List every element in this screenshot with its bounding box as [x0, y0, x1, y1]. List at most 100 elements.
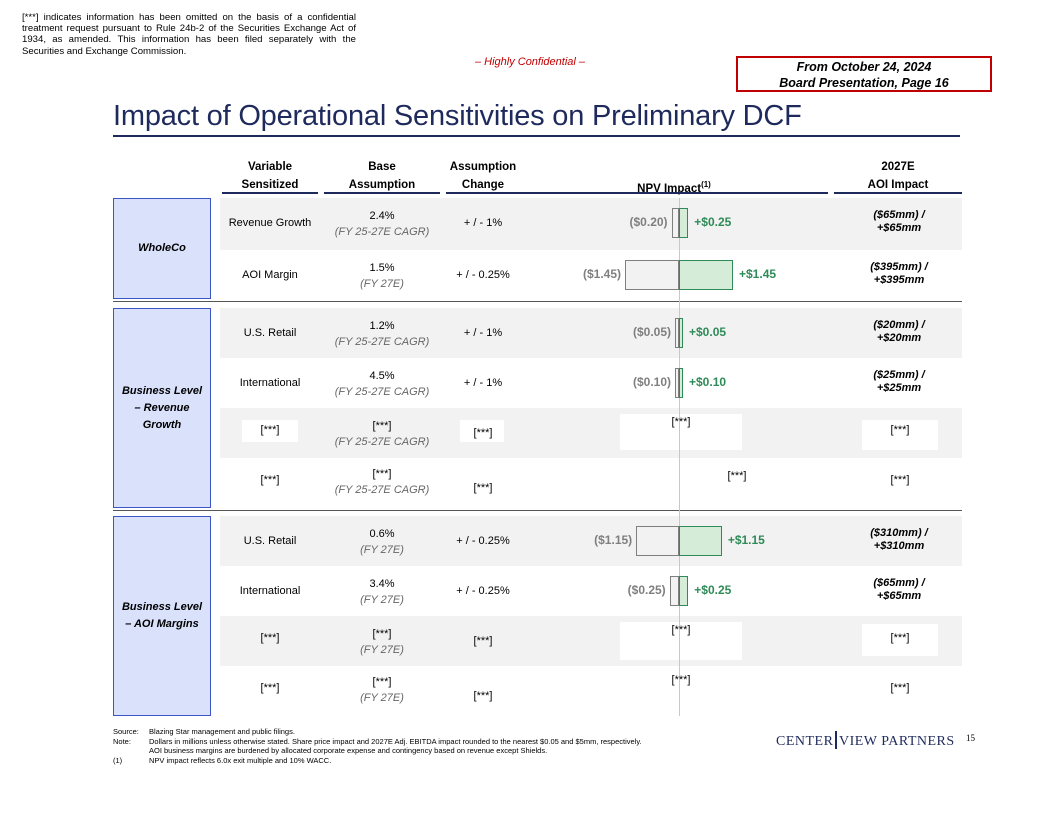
header-variable: Variable Sensitized [222, 158, 318, 194]
change-cell: + / - 0.25% [456, 585, 510, 597]
footnotes: Source: Blazing Star management and publi… [113, 727, 642, 765]
base-cell: 0.6% (FY 27E) [322, 526, 442, 558]
base-cell: 4.5% (FY 25-27E CAGR) [322, 368, 442, 400]
base-period: (FY 25-27E CAGR) [334, 484, 430, 496]
aoi-impact-cell: ($25mm) / +$25mm [838, 369, 960, 395]
header-change-line2: Change [461, 179, 505, 191]
npv-upside-label: +$0.25 [694, 583, 732, 597]
highly-confidential-label: – Highly Confidential – [474, 56, 586, 68]
row-shade [220, 308, 962, 358]
base-value: [***] [372, 420, 392, 432]
aoi-impact-cell: ($20mm) / +$20mm [838, 319, 960, 345]
base-cell: 3.4% (FY 27E) [322, 576, 442, 608]
footnote-text: NPV impact reflects 6.0x exit multiple a… [149, 755, 332, 765]
npv-downside-bar [675, 318, 679, 348]
header-base-line1: Base [368, 161, 396, 173]
header-rule-change [446, 192, 520, 194]
header-aoi-line1: 2027E [881, 161, 915, 173]
npv-upside-label: +$1.15 [727, 533, 765, 547]
base-period: (FY 27E) [360, 278, 404, 290]
change-cell: [***] [473, 427, 493, 439]
variable-cell: [***] [260, 424, 280, 436]
change-cell: + / - 0.25% [456, 535, 510, 547]
npv-downside-bar [636, 526, 679, 556]
npv-downside-label: ($0.25) [627, 583, 666, 597]
section-divider [113, 301, 962, 302]
variable-cell: Revenue Growth [228, 217, 312, 229]
aoi-upside: +$310mm [873, 540, 925, 552]
aoi-redacted: [***] [890, 424, 910, 436]
npv-downside-bar [669, 576, 679, 606]
redaction-box [460, 420, 504, 442]
footnote-source: Source: Blazing Star management and publi… [113, 727, 642, 737]
header-aoi: 2027E AOI Impact [834, 158, 962, 194]
npv-upside-bar [679, 260, 733, 290]
group-business-revenue-growth: Business Level – Revenue Growth [113, 308, 211, 508]
from-box-line2: Board Presentation, Page 16 [779, 76, 949, 90]
aoi-impact-cell: ($395mm) / +$395mm [838, 261, 960, 287]
npv-upside-label: +$0.05 [689, 325, 727, 339]
footnote-text: AOI business margins are burdened by all… [149, 746, 548, 756]
aoi-impact-cell: ($65mm) / +$65mm [838, 209, 960, 235]
variable-cell: International [239, 585, 301, 597]
header-aoi-line2: AOI Impact [867, 179, 929, 191]
base-period: (FY 27E) [360, 594, 404, 606]
redaction-box [862, 624, 938, 656]
npv-downside-label: ($1.45) [582, 267, 621, 281]
aoi-downside: ($25mm) / [873, 369, 925, 381]
row-shade [220, 408, 962, 458]
redaction-box [242, 420, 298, 442]
header-rule-npv [520, 192, 828, 194]
base-cell: 1.5% (FY 27E) [322, 260, 442, 292]
group-wholeco: WholeCo [113, 198, 211, 299]
npv-upside-label: +$0.25 [694, 215, 732, 229]
base-period: (FY 27E) [360, 544, 404, 556]
npv-upside-label: +$1.45 [739, 267, 777, 281]
aoi-upside: +$395mm [873, 274, 925, 286]
variable-cell: U.S. Retail [243, 327, 297, 339]
change-cell: [***] [473, 635, 493, 647]
header-npv: NPV Impact(1) [520, 176, 828, 198]
source-presentation-box: From October 24, 2024 Board Presentation… [736, 56, 992, 92]
npv-redacted: [***] [671, 416, 691, 428]
aoi-downside: ($65mm) / [873, 577, 925, 589]
row-shade [220, 616, 962, 666]
footnote-key: Source: [113, 727, 139, 736]
base-cell: [***] (FY 27E) [322, 674, 442, 706]
npv-zero-axis [679, 198, 680, 716]
footnote-1: (1) NPV impact reflects 6.0x exit multipl… [113, 756, 642, 766]
base-value: 4.5% [369, 370, 395, 382]
aoi-downside: ($20mm) / [873, 319, 925, 331]
base-period: (FY 25-27E CAGR) [334, 386, 430, 398]
npv-upside-bar [679, 526, 722, 556]
aoi-upside: +$20mm [876, 332, 922, 344]
base-value: 3.4% [369, 578, 395, 590]
variable-cell: [***] [260, 632, 280, 644]
aoi-impact-cell: ($310mm) / +$310mm [838, 527, 960, 553]
logo-divider [835, 731, 837, 749]
header-rule-aoi [834, 192, 962, 194]
base-value: 1.5% [369, 262, 395, 274]
aoi-upside: +$65mm [876, 590, 922, 602]
variable-cell: AOI Margin [242, 269, 298, 281]
page-number: 15 [966, 733, 975, 743]
npv-downside-label: ($0.10) [632, 375, 671, 389]
header-variable-line2: Sensitized [241, 179, 299, 191]
footnote-key: (1) [113, 755, 123, 765]
header-npv-footnote: (1) [701, 180, 711, 189]
change-cell: + / - 0.25% [456, 269, 510, 281]
row-shade [220, 198, 962, 250]
npv-upside-bar [679, 208, 689, 238]
npv-upside-bar [679, 576, 689, 606]
base-cell: 2.4% (FY 25-27E CAGR) [322, 208, 442, 240]
redaction-box [862, 420, 938, 450]
footnote-note: Note: Dollars in millions unless otherwis… [113, 737, 642, 747]
aoi-upside: +$65mm [876, 222, 922, 234]
base-cell: [***] (FY 27E) [322, 626, 442, 658]
variable-cell: [***] [260, 682, 280, 694]
npv-redacted: [***] [727, 470, 747, 482]
npv-downside-label: ($0.20) [629, 215, 668, 229]
base-cell: 1.2% (FY 25-27E CAGR) [322, 318, 442, 350]
header-change-line1: Assumption [449, 161, 517, 173]
npv-upside-label: +$0.10 [689, 375, 727, 389]
